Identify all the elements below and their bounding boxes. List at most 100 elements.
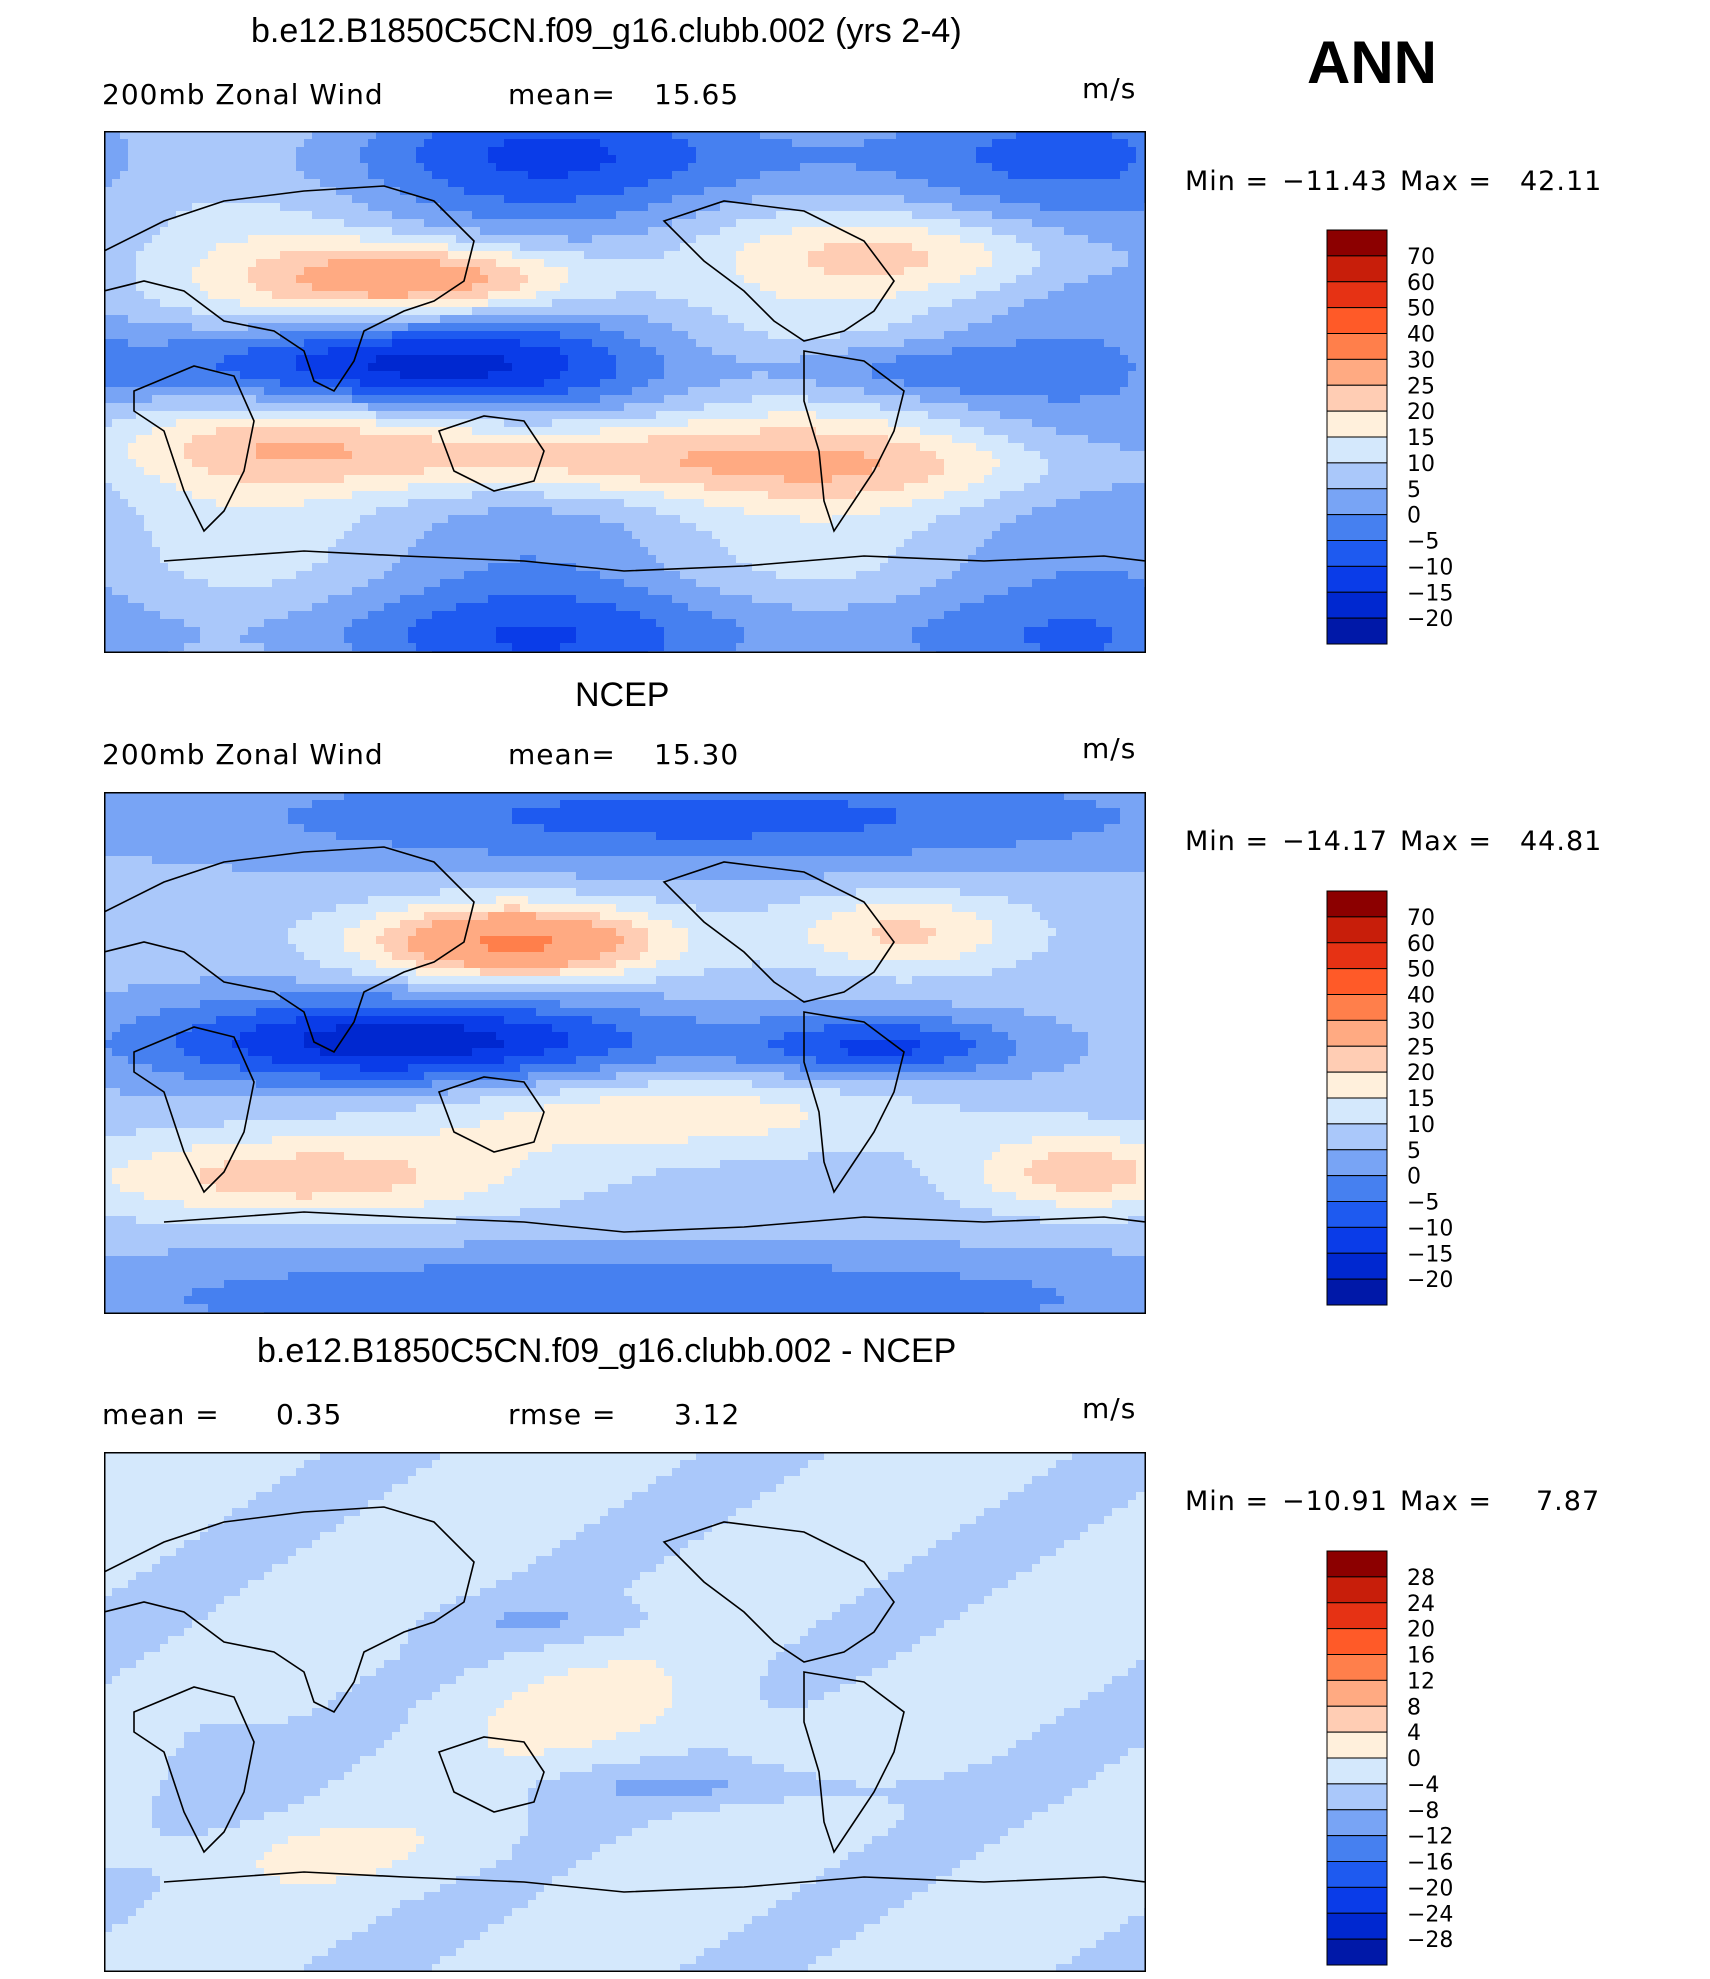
field-cell — [792, 363, 801, 372]
field-cell — [696, 163, 705, 172]
field-cell — [1024, 331, 1033, 340]
field-cell — [456, 299, 465, 308]
field-cell — [976, 419, 985, 428]
field-cell — [760, 403, 769, 412]
field-cell — [136, 259, 145, 268]
field-cell — [864, 211, 873, 220]
field-cell — [344, 203, 353, 212]
field-cell — [480, 395, 489, 404]
field-cell — [640, 299, 649, 308]
field-cell — [160, 267, 169, 276]
field-cell — [536, 419, 545, 428]
field-cell — [344, 323, 353, 332]
field-cell — [216, 427, 225, 436]
field-cell — [912, 299, 921, 308]
field-cell — [304, 171, 313, 180]
field-cell — [1096, 371, 1105, 380]
field-cell — [744, 163, 753, 172]
field-cell — [176, 435, 185, 444]
field-cell — [312, 251, 321, 260]
field-cell — [336, 195, 345, 204]
field-cell — [352, 331, 361, 340]
field-cell — [944, 227, 953, 236]
field-cell — [960, 243, 969, 252]
field-cell — [384, 227, 393, 236]
field-cell — [992, 379, 1001, 388]
field-cell — [728, 163, 737, 172]
field-cell — [120, 291, 129, 300]
field-cell — [1064, 403, 1073, 412]
field-cell — [880, 419, 889, 428]
field-cell — [736, 219, 745, 228]
field-cell — [368, 155, 377, 164]
field-cell — [608, 427, 617, 436]
field-cell — [440, 259, 449, 268]
field-cell — [176, 139, 185, 148]
field-cell — [120, 283, 129, 292]
field-cell — [184, 219, 193, 228]
field-cell — [728, 259, 737, 268]
field-cell — [568, 283, 577, 292]
field-cell — [248, 267, 257, 276]
field-cell — [184, 211, 193, 220]
field-cell — [664, 259, 673, 268]
field-cell — [144, 163, 153, 172]
field-cell — [1024, 427, 1033, 436]
field-cell — [1088, 419, 1097, 428]
field-cell — [352, 379, 361, 388]
field-cell — [272, 251, 281, 260]
field-cell — [808, 387, 817, 396]
field-cell — [328, 251, 337, 260]
field-cell — [120, 155, 129, 164]
field-cell — [536, 195, 545, 204]
field-cell — [720, 227, 729, 236]
field-cell — [784, 163, 793, 172]
field-cell — [336, 371, 345, 380]
field-cell — [424, 275, 433, 284]
field-cell — [176, 395, 185, 404]
field-cell — [752, 267, 761, 276]
field-cell — [504, 219, 513, 228]
field-cell — [328, 163, 337, 172]
field-cell — [1104, 211, 1113, 220]
field-cell — [1016, 139, 1025, 148]
field-cell — [392, 275, 401, 284]
field-cell — [896, 147, 905, 156]
field-cell — [424, 323, 433, 332]
field-cell — [312, 363, 321, 372]
field-cell — [720, 267, 729, 276]
field-cell — [720, 155, 729, 164]
field-cell — [432, 283, 441, 292]
field-cell — [192, 243, 201, 252]
field-cell — [384, 267, 393, 276]
field-cell — [312, 347, 321, 356]
field-cell — [1000, 187, 1009, 196]
field-cell — [424, 403, 433, 412]
field-cell — [400, 355, 409, 364]
field-cell — [1048, 243, 1057, 252]
field-cell — [416, 363, 425, 372]
field-cell — [208, 395, 217, 404]
field-cell — [432, 179, 441, 188]
field-cell — [664, 331, 673, 340]
field-cell — [704, 195, 713, 204]
field-cell — [248, 155, 257, 164]
field-cell — [280, 187, 289, 196]
field-cell — [416, 163, 425, 172]
field-cell — [184, 411, 193, 420]
field-cell — [256, 387, 265, 396]
field-cell — [592, 243, 601, 252]
field-cell — [776, 387, 785, 396]
field-cell — [312, 235, 321, 244]
field-cell — [392, 139, 401, 148]
field-cell — [976, 267, 985, 276]
field-cell — [280, 211, 289, 220]
field-cell — [512, 291, 521, 300]
field-cell — [960, 323, 969, 332]
field-cell — [664, 411, 673, 420]
field-cell — [136, 291, 145, 300]
field-cell — [312, 395, 321, 404]
field-cell — [1048, 187, 1057, 196]
field-cell — [1024, 315, 1033, 324]
field-cell — [424, 211, 433, 220]
